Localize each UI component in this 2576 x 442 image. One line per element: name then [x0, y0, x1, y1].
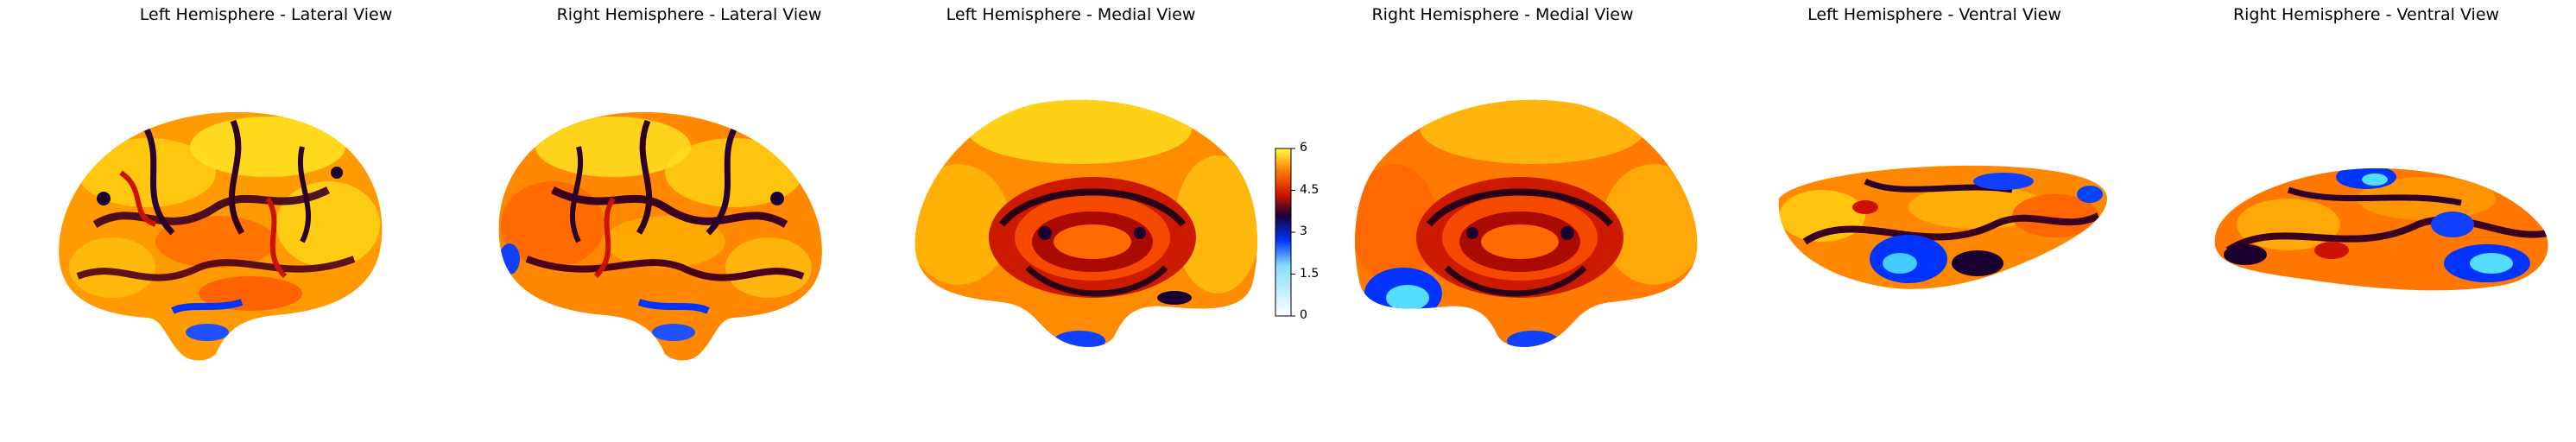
colorbar-tick-3: 3 [1300, 224, 1307, 238]
panel-title-right-lateral: Right Hemisphere - Lateral View [556, 5, 822, 24]
brain-left-ventral [1778, 165, 2107, 289]
panel-title-left-medial: Left Hemisphere - Medial View [946, 5, 1196, 24]
brain-right-ventral [2214, 168, 2548, 291]
colorbar-tick-0: 0 [1300, 308, 1307, 322]
panel-title-right-ventral: Right Hemisphere - Ventral View [2232, 5, 2500, 24]
panel-title-right-medial: Right Hemisphere - Medial View [1371, 5, 1634, 24]
colorbar-tick-1-5: 1.5 [1300, 267, 1320, 281]
brain-left-medial [915, 99, 1257, 347]
colorbar-tick-6: 6 [1300, 141, 1307, 155]
brain-right-medial [1355, 99, 1698, 347]
colorbar-tick-4-5: 4.5 [1300, 183, 1320, 197]
colorbar [1275, 148, 1295, 317]
panel-title-left-ventral: Left Hemisphere - Ventral View [1807, 5, 2061, 24]
brain-left-lateral [59, 111, 383, 361]
panel-title-left-lateral: Left Hemisphere - Lateral View [139, 5, 393, 24]
brain-right-lateral [498, 111, 822, 361]
